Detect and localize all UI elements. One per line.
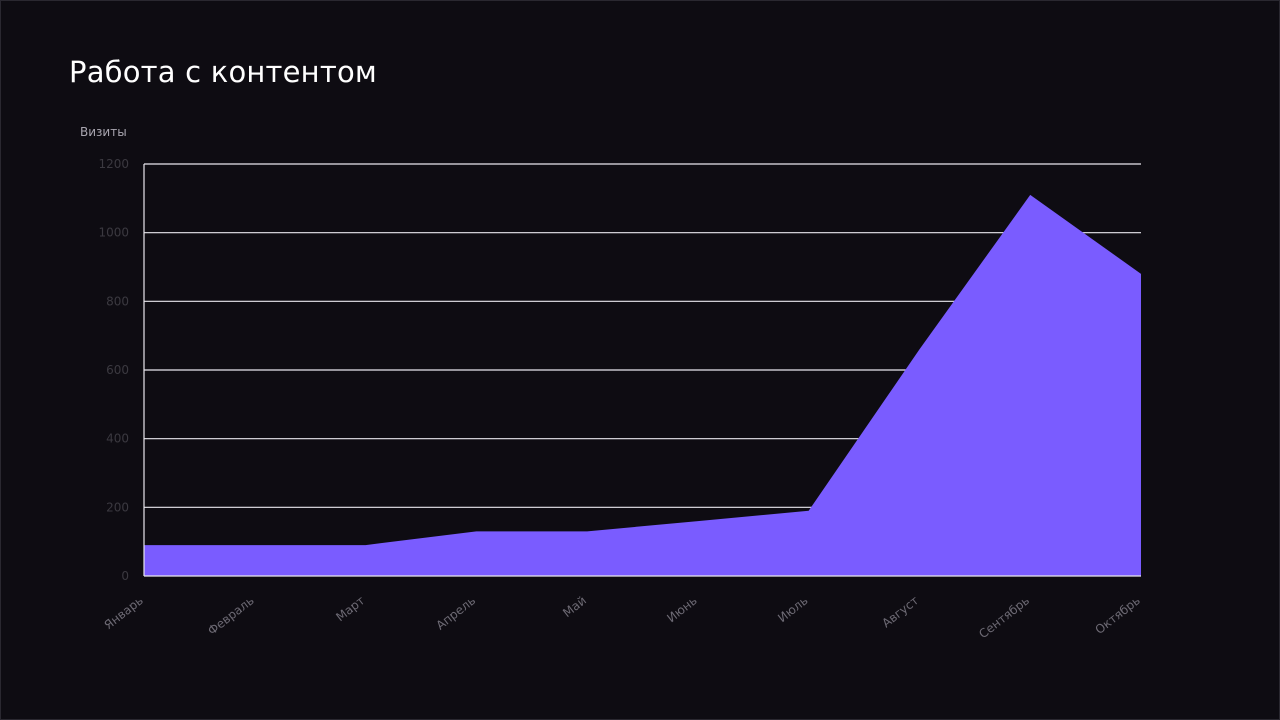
axes — [143, 164, 1141, 577]
x-tick-label: Февраль — [205, 593, 257, 638]
x-tick-label: Сентябрь — [976, 593, 1032, 641]
y-axis-label: Визиты — [80, 125, 127, 139]
x-tick-label: Июль — [775, 593, 810, 625]
page-title: Работа с контентом — [69, 55, 377, 89]
area-fill — [144, 194, 1141, 576]
x-tick-label: Октябрь — [1092, 593, 1142, 637]
x-tick-label: Май — [560, 593, 589, 620]
y-tick-label: 600 — [106, 363, 129, 377]
x-tick-label: Июнь — [664, 593, 699, 625]
x-tick-labels: Январь Февраль Март Апрель Май Июнь Июль Август… — [102, 593, 1143, 641]
x-tick-label: Март — [333, 593, 367, 624]
y-tick-label: 1200 — [98, 157, 129, 171]
area-series — [144, 194, 1141, 576]
x-tick-label: Август — [879, 593, 921, 630]
y-tick-label: 1000 — [98, 226, 129, 240]
y-tick-label: 0 — [121, 569, 129, 583]
x-tick-label: Апрель — [433, 593, 478, 632]
y-tick-label: 400 — [106, 432, 129, 446]
x-tick-label: Январь — [102, 593, 146, 632]
y-tick-label: 200 — [106, 500, 129, 514]
y-tick-labels: 0 200 400 600 800 1000 1200 — [98, 157, 129, 583]
y-tick-label: 800 — [106, 294, 129, 308]
